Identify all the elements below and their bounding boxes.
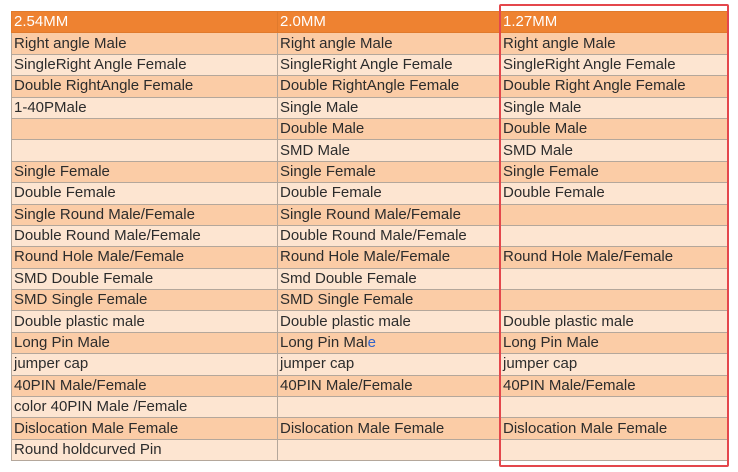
table-row: 1-40PMale Single Male Single Male — [11, 96, 729, 119]
table-cell — [500, 203, 729, 226]
table-row: Dislocation Male Female Dislocation Male … — [11, 417, 729, 440]
table-row: jumper cap jumper cap jumper cap — [11, 353, 729, 376]
table-cell: SMD Double Female — [11, 267, 278, 291]
table-row: Double Female Double Female Double Female — [11, 182, 729, 205]
connector-table-container: 2.54MM 2.0MM 1.27MM Right angle Male Righ… — [11, 10, 729, 462]
table-row: Double RightAngle Female Double RightAngl… — [11, 75, 729, 98]
table-cell: Double plastic male — [277, 310, 501, 333]
table-row: Double Male Double Male — [11, 117, 729, 141]
table-cell — [11, 139, 278, 162]
table-row: SMD Double Female Smd Double Female — [11, 267, 729, 291]
table-cell: Single Male — [500, 96, 729, 119]
header-2.54mm: 2.54MM — [11, 10, 278, 34]
table-cell: SMD Male — [500, 139, 729, 162]
table-cell: Double Male — [277, 117, 501, 141]
table-cell: Double RightAngle Female — [277, 75, 501, 98]
table-cell: Right angle Male — [277, 32, 501, 55]
table-cell: Round Hole Male/Female — [500, 246, 729, 269]
table-cell: Single Female — [500, 160, 729, 184]
table-cell: Double Male — [500, 117, 729, 141]
table-cell — [500, 289, 729, 312]
table-cell: Double Female — [500, 182, 729, 205]
table-cell: Smd Double Female — [277, 267, 501, 291]
table-cell: Double Round Male/Female — [277, 224, 501, 248]
table-cell: SingleRight Angle Female — [277, 53, 501, 77]
table-cell: Right angle Male — [500, 32, 729, 55]
table-cell: Right angle Male — [11, 32, 278, 55]
table-cell: jumper cap — [11, 353, 278, 376]
table-cell: Long Pin Male — [11, 331, 278, 355]
table-cell: Single Female — [11, 160, 278, 184]
table-cell: Single Round Male/Female — [277, 203, 501, 226]
table-body: Right angle Male Right angle Male Right an… — [11, 32, 729, 462]
table-cell: Long Pin Male — [277, 331, 501, 355]
table-cell: 1-40PMale — [11, 96, 278, 119]
table-cell: Double Female — [11, 182, 278, 205]
table-cell — [500, 267, 729, 291]
table-cell: jumper cap — [500, 353, 729, 376]
table-row: SMD Male SMD Male — [11, 139, 729, 162]
table-cell: Long Pin Male — [500, 331, 729, 355]
table-cell — [277, 438, 501, 462]
table-cell: SMD Single Female — [11, 289, 278, 312]
table-cell: Dislocation Male Female — [11, 417, 278, 440]
table-cell: SMD Single Female — [277, 289, 501, 312]
table-cell — [11, 117, 278, 141]
table-cell: Double Right Angle Female — [500, 75, 729, 98]
table-cell: SingleRight Angle Female — [11, 53, 278, 77]
table-cell: jumper cap — [277, 353, 501, 376]
table-row: 40PIN Male/Female 40PIN Male/Female 40PIN … — [11, 374, 729, 398]
table-cell: Single Male — [277, 96, 501, 119]
table-row: Round Hole Male/Female Round Hole Male/Fe… — [11, 246, 729, 269]
table-cell: SMD Male — [277, 139, 501, 162]
table-cell: Round Hole Male/Female — [11, 246, 278, 269]
table-cell: SingleRight Angle Female — [500, 53, 729, 77]
table-row: Double Round Male/Female Double Round Mal… — [11, 224, 729, 248]
table-row: Single Round Male/Female Single Round Mal… — [11, 203, 729, 226]
table-row: Double plastic male Double plastic male Do… — [11, 310, 729, 333]
table-cell — [277, 396, 501, 419]
table-cell: Double Round Male/Female — [11, 224, 278, 248]
table-cell: Single Round Male/Female — [11, 203, 278, 226]
header-row: 2.54MM 2.0MM 1.27MM — [11, 10, 729, 34]
table-cell: Double Female — [277, 182, 501, 205]
table-row: Single Female Single Female Single Female — [11, 160, 729, 184]
table-cell: Round Hole Male/Female — [277, 246, 501, 269]
table-cell: Dislocation Male Female — [500, 417, 729, 440]
table-row: Long Pin Male Long Pin Male Long Pin Male — [11, 331, 729, 355]
table-row: Round holdcurved Pin — [11, 438, 729, 462]
table-row: SingleRight Angle Female SingleRight Angl… — [11, 53, 729, 77]
table-cell: Single Female — [277, 160, 501, 184]
table-cell: Double plastic male — [11, 310, 278, 333]
table-row: color 40PIN Male /Female — [11, 396, 729, 419]
connector-type-table: 2.54MM 2.0MM 1.27MM Right angle Male Righ… — [11, 10, 729, 462]
header-1.27mm: 1.27MM — [500, 10, 729, 34]
table-cell — [500, 224, 729, 248]
header-2.0mm: 2.0MM — [277, 10, 501, 34]
table-cell: Dislocation Male Female — [277, 417, 501, 440]
table-cell: Double plastic male — [500, 310, 729, 333]
table-row: SMD Single Female SMD Single Female — [11, 289, 729, 312]
table-cell: color 40PIN Male /Female — [11, 396, 278, 419]
table-cell: 40PIN Male/Female — [277, 374, 501, 398]
table-row: Right angle Male Right angle Male Right an… — [11, 32, 729, 55]
table-cell: Round holdcurved Pin — [11, 438, 278, 462]
table-cell: 40PIN Male/Female — [11, 374, 278, 398]
table-cell: Double RightAngle Female — [11, 75, 278, 98]
table-cell — [500, 438, 729, 462]
table-cell: 40PIN Male/Female — [500, 374, 729, 398]
table-cell — [500, 396, 729, 419]
